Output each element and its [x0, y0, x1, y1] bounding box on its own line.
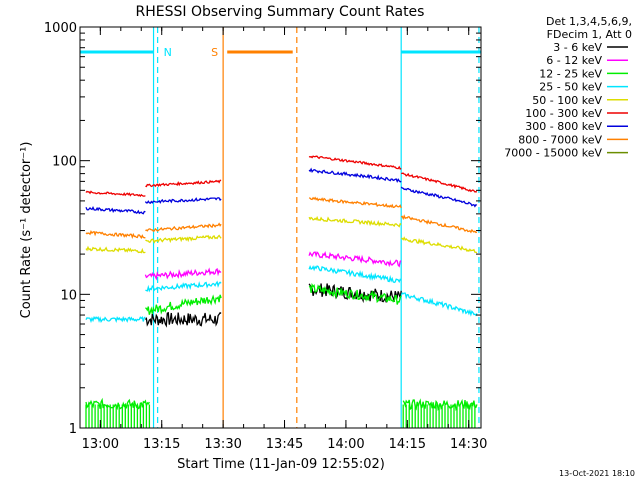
- y-axis-label: Count Rate (s⁻¹ detector⁻¹): [19, 142, 34, 319]
- series-line-3: [145, 280, 222, 293]
- series-line-4: [145, 234, 222, 244]
- flag-label-n: N: [164, 46, 172, 59]
- series-line-2: [145, 294, 222, 315]
- x-tick-label: 13:00: [82, 437, 119, 452]
- series-line-7: [145, 222, 222, 232]
- series-line-7: [308, 196, 402, 209]
- y-tick-label: 100: [52, 155, 77, 170]
- legend-header-line-1: Det 1,3,4,5,6,9,: [546, 15, 632, 28]
- y-tick-label: 1: [69, 422, 77, 437]
- legend-entry-label: 6 - 12 keV: [546, 54, 602, 67]
- series-line-0: [144, 311, 222, 328]
- series-line-7: [85, 230, 146, 240]
- x-axis-label: Start Time (11-Jan-09 12:55:02): [177, 457, 385, 472]
- legend-entry-label: 7000 - 15000 keV: [504, 147, 602, 160]
- legend-entry-label: 300 - 800 keV: [525, 120, 602, 133]
- x-tick-label: 13:15: [143, 437, 180, 452]
- series-line-3: [308, 265, 402, 284]
- legend-entry-label: 25 - 50 keV: [539, 81, 602, 94]
- series-line-1: [144, 267, 222, 281]
- series-line-5: [85, 190, 146, 198]
- x-tick-label: 14:00: [327, 437, 364, 452]
- legend-entry-label: 12 - 25 keV: [539, 67, 602, 80]
- legend-entry-label: 3 - 6 keV: [553, 41, 602, 54]
- series-line-5: [308, 155, 402, 170]
- y-tick-label: 1000: [44, 21, 77, 36]
- x-tick-label: 14:15: [389, 437, 426, 452]
- series-line-2: [85, 397, 151, 428]
- x-tick-label: 13:45: [266, 437, 303, 452]
- series-line-6: [400, 186, 478, 208]
- series-line-5: [145, 179, 222, 188]
- series-line-4: [85, 245, 146, 254]
- series-line-6: [308, 167, 402, 183]
- y-tick-label: 10: [60, 288, 77, 303]
- series-line-4: [401, 236, 478, 254]
- series-line-5: [401, 172, 478, 193]
- series-line-7: [400, 214, 477, 234]
- x-tick-label: 13:30: [204, 437, 241, 452]
- legend-entry-label: 800 - 7000 keV: [518, 133, 602, 146]
- legend-header-line-2: FDecim 1, Att 0: [547, 28, 632, 41]
- series-line-1: [308, 250, 402, 268]
- series-line-4: [308, 215, 402, 228]
- chart-title: RHESSI Observing Summary Count Rates: [136, 4, 425, 20]
- series-line-6: [144, 197, 222, 205]
- series-line-2: [308, 282, 402, 305]
- render-timestamp: 13-Oct-2021 18:10: [559, 469, 635, 478]
- plot-frame: [79, 26, 482, 429]
- series-line-3: [85, 315, 146, 324]
- x-tick-label: 14:30: [450, 437, 487, 452]
- series-line-6: [85, 206, 146, 215]
- series-line-2: [402, 398, 478, 428]
- legend-entry-label: 100 - 300 keV: [525, 107, 602, 120]
- flag-label-s: S: [211, 46, 218, 59]
- legend-entry-label: 50 - 100 keV: [532, 94, 602, 107]
- axes: 13:00 13:15 13:30 13:45 14:00 14:15 14:30 1 10 10…: [44, 21, 488, 452]
- series-line-3: [400, 292, 478, 317]
